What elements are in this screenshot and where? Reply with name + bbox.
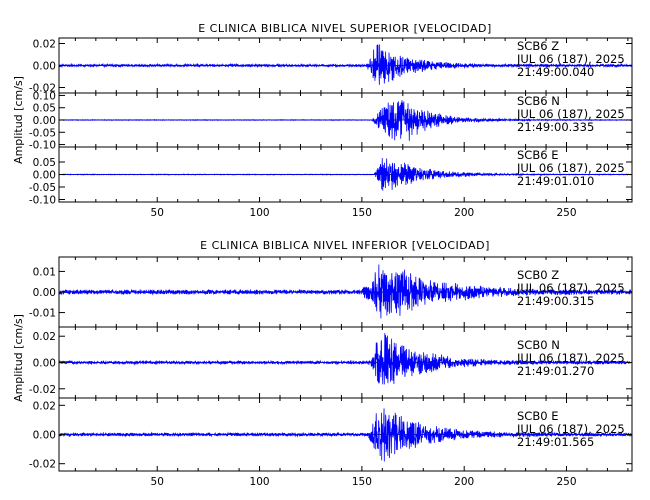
station-time-label: 21:49:01.565 [517,435,594,449]
waveform-line [58,333,633,385]
y-tick-label: 0.00 [33,61,56,73]
station-date-label: JUL 06 (187), 2025 [516,161,625,175]
y-tick-label: -0.01 [29,308,56,320]
station-time-label: 21:49:00.335 [517,120,594,134]
y-tick-label: 0.10 [33,90,56,102]
station-time-label: 21:49:01.270 [517,364,594,378]
y-tick-label: -0.02 [29,83,56,95]
station-time-label: 21:49:00.315 [517,294,594,308]
y-tick-label: 0.02 [33,331,56,343]
station-date-label: JUL 06 (187), 2025 [516,422,625,436]
x-tick-label: 250 [556,207,576,219]
y-tick-label: 0.00 [33,115,56,127]
x-tick-label: 150 [352,207,372,219]
x-tick-label: 200 [454,207,474,219]
x-tick-label: 100 [250,207,270,219]
station-channel-label: SCB6 N [517,94,560,108]
station-date-label: JUL 06 (187), 2025 [516,351,625,365]
y-tick-label: 0.01 [33,266,56,278]
lower-level-ylabel: Amplitud [cm/s] [12,314,25,402]
y-tick-label: -0.10 [29,140,56,152]
station-date-label: JUL 06 (187), 2025 [516,281,625,295]
y-tick-label: -0.02 [29,459,56,471]
lower-level-title: E CLINICA BIBLICA NIVEL INFERIOR [VELOCI… [200,239,490,252]
upper-level-ylabel: Amplitud [cm/s] [12,76,25,164]
waveform-line [58,264,633,319]
waveform-line [58,408,633,462]
station-channel-label: SCB6 Z [517,39,559,53]
y-tick-label: 0.00 [33,287,56,299]
station-date-label: JUL 06 (187), 2025 [516,52,625,66]
y-tick-label: -0.10 [29,195,56,207]
x-tick-label: 50 [151,476,164,488]
y-tick-label: 0.00 [33,430,56,442]
x-tick-label: 50 [151,207,164,219]
x-tick-label: 100 [250,476,270,488]
y-tick-label: -0.02 [29,384,56,396]
station-date-label: JUL 06 (187), 2025 [516,107,625,121]
x-tick-label: 150 [352,476,372,488]
y-tick-label: 0.02 [33,39,56,51]
waveform-line [58,44,633,85]
station-time-label: 21:49:01.010 [517,174,594,188]
upper-level-title: E CLINICA BIBLICA NIVEL SUPERIOR [VELOCI… [198,22,492,35]
y-tick-label: 0.00 [33,358,56,370]
y-tick-label: 0.02 [33,400,56,412]
station-channel-label: SCB0 N [517,338,560,352]
station-time-label: 21:49:00.040 [517,65,594,79]
waveform-line [58,100,633,141]
y-tick-label: -0.05 [29,127,56,139]
station-channel-label: SCB0 Z [517,268,559,282]
y-tick-label: -0.05 [29,182,56,194]
station-channel-label: SCB6 E [517,148,558,162]
y-tick-label: 0.00 [33,170,56,182]
y-tick-label: 0.05 [33,103,56,115]
station-channel-label: SCB0 E [517,409,558,423]
y-tick-label: 0.05 [33,157,56,169]
waveform-line [58,158,633,191]
x-tick-label: 250 [556,476,576,488]
x-tick-label: 200 [454,476,474,488]
